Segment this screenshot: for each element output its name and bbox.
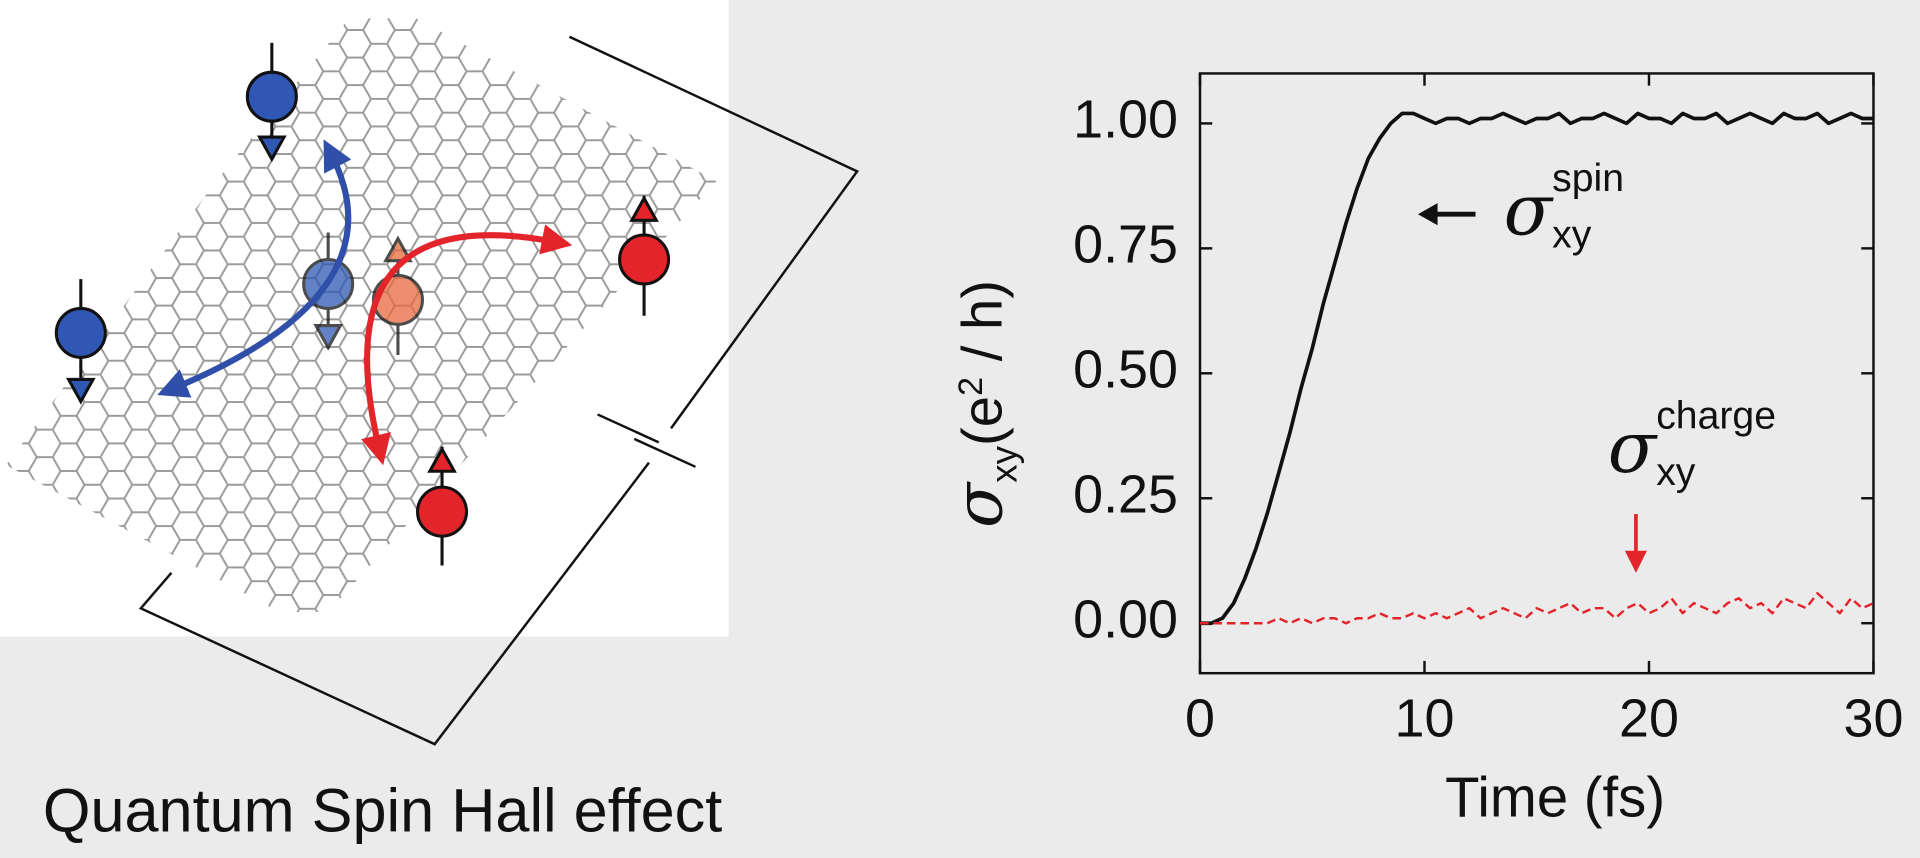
x-tick-label: 0 [1185,688,1215,748]
annotation-arrowhead [1624,550,1647,573]
circuit [138,35,860,746]
annotation-symbol: σ [1608,405,1659,488]
y-axis-unit: (e [951,396,1014,446]
illustration [0,0,860,746]
spin-up-path [361,224,573,466]
x-tick-label: 30 [1844,688,1904,748]
y-axis-unit-end: / h) [951,280,1014,377]
y-tick-label: 0.25 [1073,464,1178,524]
y-tick-label: 0.00 [1073,589,1178,649]
annotation-arrowhead [1417,203,1438,226]
y-axis-title: σxy(e2 / h) [941,280,1025,528]
annotation-symbol: σ [1504,168,1555,251]
x-tick-label: 10 [1395,688,1455,748]
x-tick-label: 20 [1619,688,1679,748]
y-tick-label: 0.75 [1073,215,1178,275]
annotation-subscript: xy [1552,214,1592,257]
annotation-subscript: xy [1656,451,1696,494]
y-tick-label: 0.50 [1073,340,1178,400]
annotation: σspin xy [1504,157,1624,256]
caption: Quantum Spin Hall effect [43,776,722,844]
annotation-superscript: charge [1656,395,1776,438]
spin-down-path [157,139,352,398]
x-axis-title: Time (fs) [1445,766,1665,829]
y-axis-symbol: σ [941,481,1018,528]
y-axis-superscript: 2 [952,377,990,396]
plot-frame [1198,72,1875,675]
series-line [1200,592,1874,625]
annotation: σcharge xy [1608,395,1776,494]
series-line [1200,111,1874,626]
y-tick-label: 1.00 [1073,90,1178,150]
annotation-superscript: spin [1552,157,1624,200]
y-axis-subscript: xy [983,445,1024,482]
